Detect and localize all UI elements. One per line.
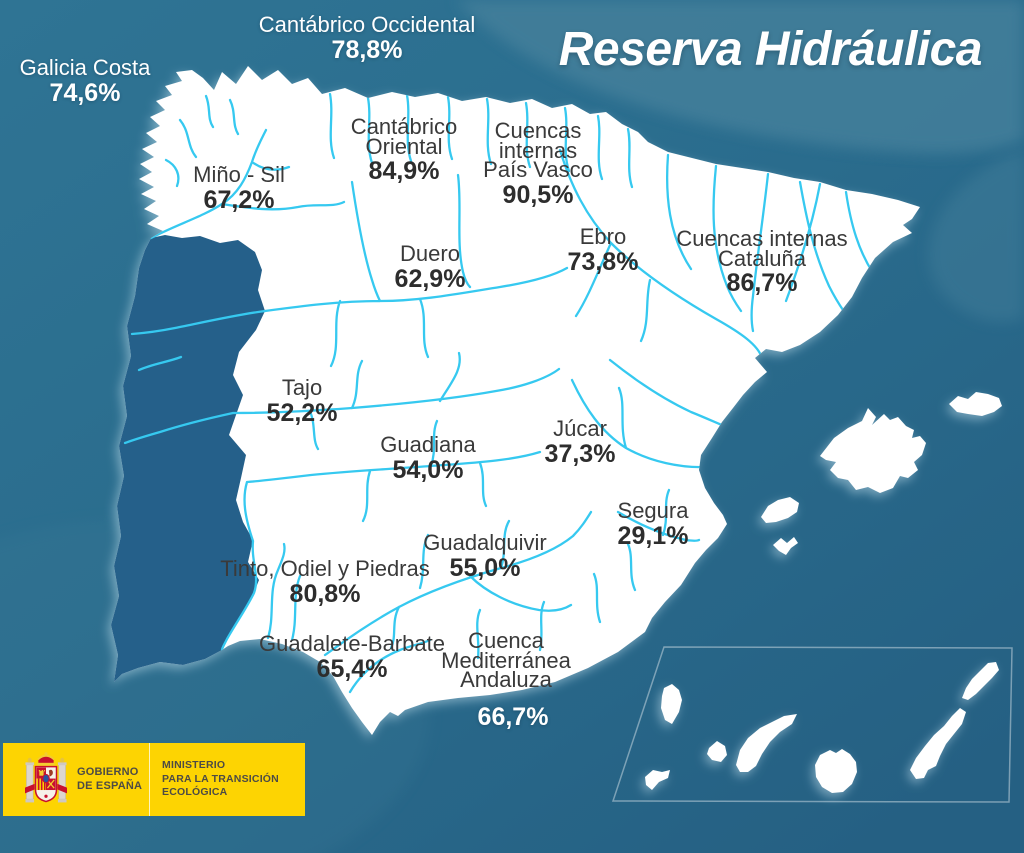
ministry-line1: MINISTERIO	[162, 759, 226, 772]
sea-highlight-right	[928, 150, 1024, 323]
balearic-islands	[761, 392, 1002, 555]
ministry-line2: PARA LA TRANSICIÓN ECOLÓGICA	[162, 772, 279, 799]
canary-islands-frame	[611, 646, 1013, 803]
logo-divider	[149, 743, 150, 816]
sea-highlight-top-right	[455, 0, 1024, 154]
gov-line2: DE ESPAÑA	[77, 779, 143, 792]
page-title: Reserva Hidráulica	[558, 23, 983, 76]
government-name: GOBIERNO DE ESPAÑA	[77, 766, 143, 794]
spain-coat-of-arms-icon	[25, 751, 67, 802]
portugal-shape	[111, 235, 265, 682]
gov-line1: GOBIERNO	[77, 765, 139, 778]
ministry-name: MINISTERIO PARA LA TRANSICIÓN ECOLÓGICA	[162, 759, 305, 800]
government-logo: GOBIERNO DE ESPAÑA MINISTERIO PARA LA TR…	[3, 743, 305, 816]
iberian-peninsula-shape	[111, 66, 920, 735]
canary-islands	[645, 662, 999, 793]
rivers	[123, 92, 875, 694]
